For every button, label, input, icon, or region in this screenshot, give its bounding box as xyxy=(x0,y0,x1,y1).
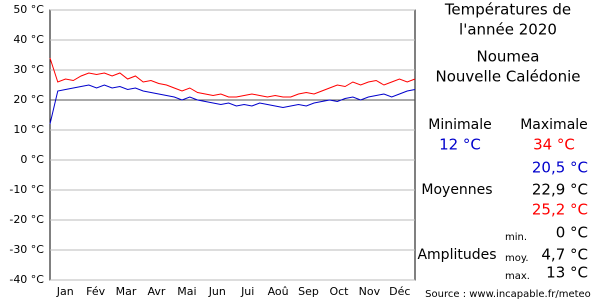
x-tick-label: Aoû xyxy=(268,285,289,298)
source: Source : www.incapable.fr/meteo xyxy=(425,289,591,300)
y-tick-label: 40 °C xyxy=(13,33,44,46)
x-tick-label: Déc xyxy=(389,285,410,298)
y-tick-label: -10 °C xyxy=(9,183,44,196)
y-tick-label: 0 °C xyxy=(20,153,44,166)
country: Nouvelle Calédonie xyxy=(435,68,580,86)
title: l'année 2020 xyxy=(459,21,557,39)
min-value: 12 °C xyxy=(439,136,481,154)
x-tick-label: Avr xyxy=(147,285,165,298)
y-tick-label: -20 °C xyxy=(9,213,44,226)
y-tick-label: 10 °C xyxy=(13,123,44,136)
amp-value: 4,7 °C xyxy=(541,246,588,264)
means-label: Moyennes xyxy=(421,182,492,198)
x-tick-label: Mai xyxy=(177,285,196,298)
temperature-line xyxy=(49,84,416,125)
plot-frame xyxy=(49,9,416,281)
x-tick-label: Oct xyxy=(329,285,349,298)
amp-label: min. xyxy=(505,232,527,243)
temperature-line xyxy=(49,57,416,98)
mean-min: 20,5 °C xyxy=(532,159,588,177)
mean-max: 25,2 °C xyxy=(532,201,588,219)
y-tick-label: -30 °C xyxy=(9,243,44,256)
y-tick-label: 30 °C xyxy=(13,63,44,76)
x-tick-label: Nov xyxy=(359,285,381,298)
amplitudes-label: Amplitudes xyxy=(417,247,496,263)
y-tick-label: 50 °C xyxy=(13,3,44,16)
min-label: Minimale xyxy=(428,117,491,133)
y-tick-label: 20 °C xyxy=(13,93,44,106)
x-tick-label: Sep xyxy=(298,285,319,298)
x-tick-label: Jun xyxy=(208,285,226,298)
x-tick-label: Mar xyxy=(116,285,137,298)
x-tick-label: Fév xyxy=(86,285,105,298)
amp-label: max. xyxy=(505,271,530,282)
x-tick-label: Jui xyxy=(240,285,254,298)
amp-value: 0 °C xyxy=(556,224,588,242)
y-tick-label: -40 °C xyxy=(9,273,44,286)
mean-avg: 22,9 °C xyxy=(532,181,588,199)
city: Noumea xyxy=(477,48,540,66)
x-tick-label: Jan xyxy=(56,285,74,298)
amp-label: moy. xyxy=(505,253,529,264)
max-label: Maximale xyxy=(520,117,588,133)
max-value: 34 °C xyxy=(533,136,575,154)
amp-value: 13 °C xyxy=(546,264,588,282)
title: Températures de xyxy=(444,1,571,19)
